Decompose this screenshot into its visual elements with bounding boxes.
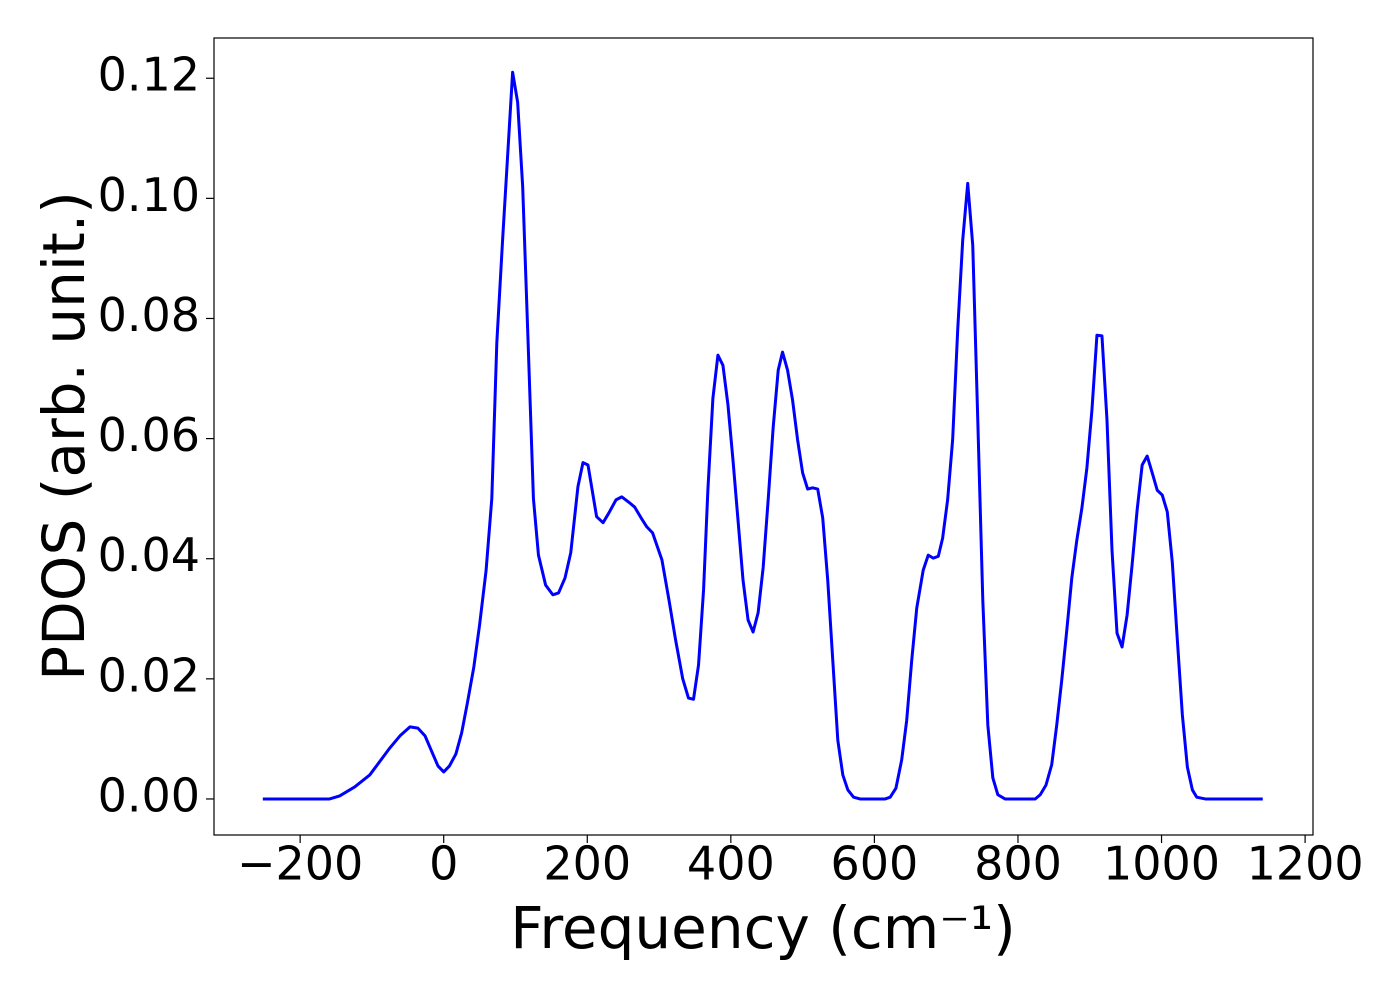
plot-frame [213,37,1314,836]
y-tick-label: 0.04 [98,528,200,582]
x-axis-label: Frequency (cm⁻¹) [510,894,1016,962]
x-tick-label: −200 [237,837,363,891]
y-tick-label: 0.02 [98,648,200,702]
y-tick-label: 0.00 [98,768,200,822]
y-tick-label: 0.12 [98,48,200,102]
x-tick-label: 1200 [1247,837,1364,891]
y-tick-label: 0.06 [98,408,200,462]
y-axis-label: PDOS (arb. unit.) [30,191,98,681]
y-tick-label: 0.08 [98,288,200,342]
x-tick-label: 800 [974,837,1062,891]
x-tick-label: 1000 [1103,837,1220,891]
pdos-line [262,70,1263,801]
x-tick-label: 600 [830,837,918,891]
x-tick-label: 0 [429,837,458,891]
x-tick-label: 200 [543,837,631,891]
x-tick-label: 400 [687,837,775,891]
y-tick-label: 0.10 [98,168,200,222]
